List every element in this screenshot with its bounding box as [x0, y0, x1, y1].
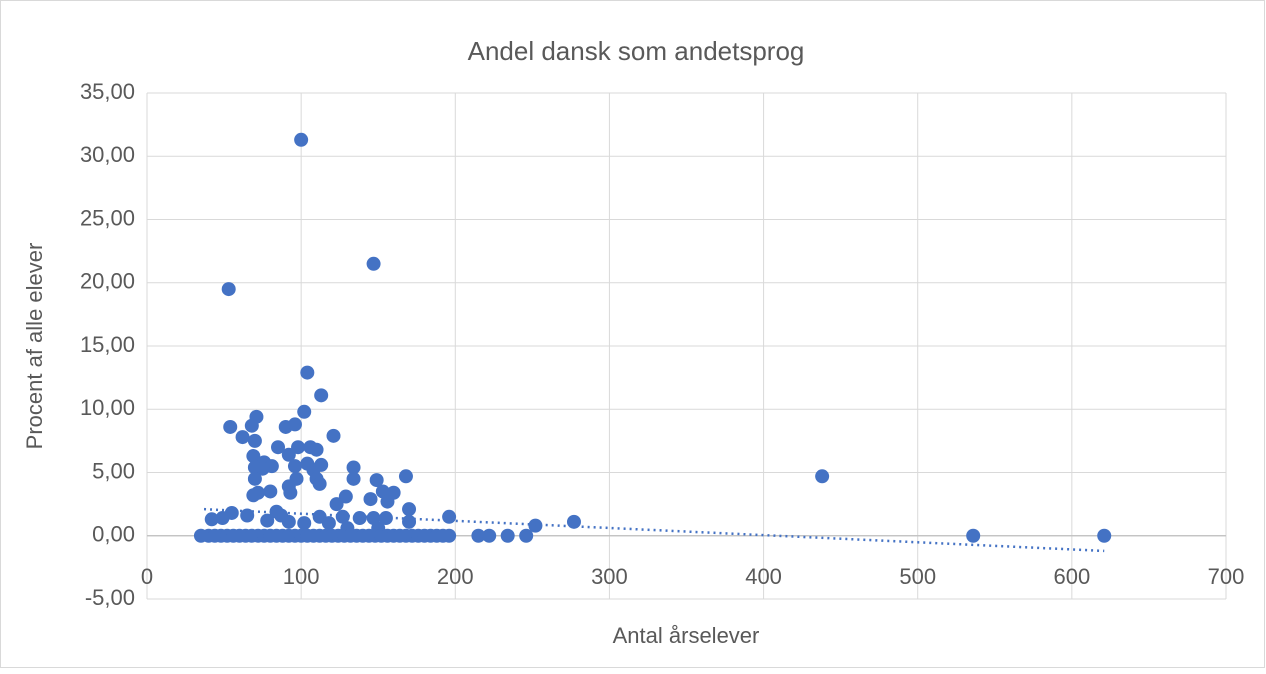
y-tick-label: 15,00 [80, 332, 135, 357]
point [260, 513, 275, 528]
x-tick-label: 0 [141, 564, 153, 589]
point [966, 528, 981, 543]
point [294, 132, 309, 147]
x-tick-label: 300 [591, 564, 628, 589]
point [402, 502, 417, 517]
point [263, 484, 278, 499]
point [398, 469, 413, 484]
point [281, 447, 296, 462]
point [380, 494, 395, 509]
point [223, 419, 238, 434]
point [314, 388, 329, 403]
point [471, 528, 486, 543]
trendline [203, 507, 1105, 553]
point [309, 442, 324, 457]
point [815, 469, 830, 484]
x-tick-label: 400 [745, 564, 782, 589]
point [283, 485, 298, 500]
point [1097, 528, 1112, 543]
x-tick-label: 700 [1208, 564, 1245, 589]
point [482, 528, 497, 543]
point [321, 516, 336, 531]
point [215, 511, 230, 526]
y-tick-label: 30,00 [80, 142, 135, 167]
y-tick-label: 35,00 [80, 79, 135, 104]
point [500, 528, 515, 543]
point [247, 471, 262, 486]
point [246, 449, 261, 464]
chart-title: Andel dansk som andetsprog [468, 36, 805, 66]
x-tick-label: 600 [1053, 564, 1090, 589]
x-axis-title: Antal årselever [613, 623, 760, 648]
y-tick-label: 20,00 [80, 269, 135, 294]
point [271, 440, 286, 455]
point [300, 365, 315, 380]
point [247, 433, 262, 448]
y-tick-label: 10,00 [80, 395, 135, 420]
point [312, 476, 327, 491]
point [352, 511, 367, 526]
y-tick-label: 25,00 [80, 205, 135, 230]
y-axis-title: Procent af alle elever [22, 243, 47, 450]
point [246, 488, 261, 503]
y-tick-label: 5,00 [92, 458, 135, 483]
point [366, 256, 381, 271]
point [402, 514, 417, 529]
point [255, 461, 270, 476]
point [346, 460, 361, 475]
point [519, 528, 534, 543]
point [287, 417, 302, 432]
point [297, 404, 312, 419]
point [346, 471, 361, 486]
x-tick-label: 100 [283, 564, 320, 589]
point [363, 492, 378, 507]
point [369, 473, 384, 488]
y-tick-label: -5,00 [85, 585, 135, 610]
point [204, 512, 219, 527]
y-tick-label: 0,00 [92, 522, 135, 547]
point [244, 418, 259, 433]
x-tick-label: 500 [899, 564, 936, 589]
point [378, 511, 393, 526]
point [287, 459, 302, 474]
point [291, 440, 306, 455]
point [240, 508, 255, 523]
point [297, 516, 312, 531]
point [329, 497, 344, 512]
point [235, 430, 250, 445]
point [221, 282, 236, 297]
x-tick-label: 200 [437, 564, 474, 589]
point [326, 428, 341, 443]
point [442, 509, 457, 524]
point [442, 528, 457, 543]
point [338, 489, 353, 504]
point [281, 514, 296, 529]
point [566, 514, 581, 529]
